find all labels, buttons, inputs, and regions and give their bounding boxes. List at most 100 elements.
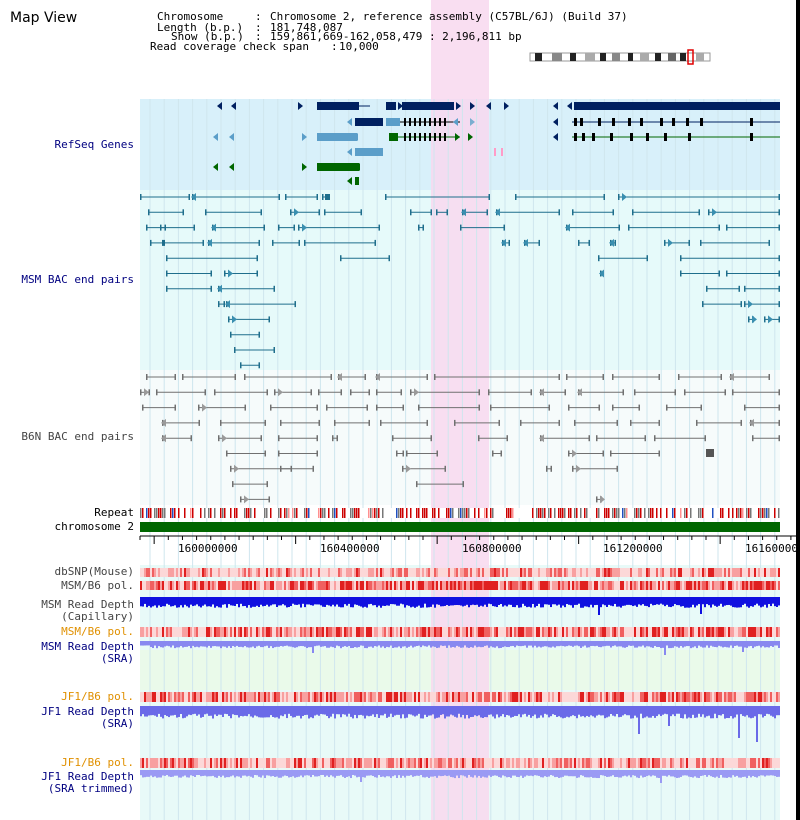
repeat-mark <box>358 508 360 518</box>
polymorphism-mark <box>752 758 754 768</box>
polymorphism-mark <box>216 692 218 702</box>
read-depth-bar <box>266 641 268 646</box>
read-depth-bar <box>320 706 322 714</box>
read-depth-bar <box>514 597 516 608</box>
read-depth-bar <box>740 597 742 608</box>
repeat-mark <box>264 508 266 518</box>
read-depth-bar <box>570 641 572 646</box>
polymorphism-mark <box>720 758 722 768</box>
read-depth-bar <box>184 770 186 776</box>
polymorphism-mark <box>502 692 504 702</box>
polymorphism-mark <box>166 568 168 577</box>
read-depth-bar <box>404 706 406 719</box>
bac-end-mark <box>778 316 780 323</box>
read-depth-bar <box>322 706 324 715</box>
label-refseq-genes[interactable]: RefSeq Genes <box>54 138 134 151</box>
read-depth-bar <box>316 597 318 605</box>
label-msm-bac-end-pairs[interactable]: MSM BAC end pairs <box>21 273 134 286</box>
bac-end-mark <box>416 481 418 488</box>
polymorphism-mark <box>548 758 550 768</box>
polymorphism-mark <box>342 581 344 590</box>
header-show-value: 159,861,669-162,058,479 : 2,196,811 bp <box>270 30 522 43</box>
polymorphism-mark <box>620 568 622 577</box>
read-depth-bar <box>266 770 268 776</box>
read-depth-bar <box>206 641 208 648</box>
polymorphism-mark <box>714 568 716 577</box>
polymorphism-mark <box>314 627 316 637</box>
polymorphism-mark <box>320 581 322 590</box>
read-depth-bar <box>630 597 632 606</box>
read-depth-bar <box>324 706 326 715</box>
polymorphism-mark <box>526 692 528 702</box>
polymorphism-mark <box>360 627 362 637</box>
bac-end-mark <box>264 450 266 457</box>
polymorphism-mark <box>390 568 392 577</box>
polymorphism-mark <box>664 627 666 637</box>
repeat-mark <box>622 508 624 518</box>
read-depth-bar <box>704 706 706 718</box>
polymorphism-mark <box>624 692 626 702</box>
arrow-mark <box>234 464 239 473</box>
polymorphism-mark <box>774 758 776 768</box>
read-depth-bar <box>618 641 620 647</box>
gene-exon <box>686 118 689 126</box>
label-b6n-bac-end-pairs[interactable]: B6N BAC end pairs <box>21 430 134 443</box>
polymorphism-mark <box>314 758 316 768</box>
polymorphism-mark <box>436 758 438 768</box>
read-depth-bar <box>532 706 534 717</box>
read-depth-bar <box>334 706 336 719</box>
polymorphism-mark <box>228 581 230 590</box>
polymorphism-mark <box>414 758 416 768</box>
repeat-mark <box>192 508 194 518</box>
polymorphism-mark <box>284 627 286 637</box>
polymorphism-mark <box>204 692 206 702</box>
polymorphism-mark <box>448 758 450 768</box>
read-depth-bar <box>412 597 414 607</box>
polymorphism-mark <box>532 627 534 637</box>
read-depth-bar <box>674 770 676 778</box>
polymorphism-mark <box>300 627 302 637</box>
read-depth-bar <box>186 597 188 607</box>
polymorphism-mark <box>778 627 780 637</box>
polymorphism-mark <box>432 627 434 637</box>
read-depth-bar <box>406 597 408 606</box>
polymorphism-mark <box>772 568 774 577</box>
read-depth-bar <box>480 706 482 718</box>
bac-end-mark <box>310 389 312 396</box>
read-depth-bar <box>642 641 644 646</box>
polymorphism-mark <box>394 581 396 590</box>
read-depth-bar <box>366 641 368 649</box>
polymorphism-mark <box>274 758 276 768</box>
polymorphism-mark <box>520 692 522 702</box>
polymorphism-mark <box>388 627 390 637</box>
polymorphism-mark <box>516 627 518 637</box>
polymorphism-mark <box>284 568 286 577</box>
polymorphism-mark <box>590 692 592 702</box>
read-depth-bar <box>632 597 634 607</box>
polymorphism-mark <box>322 758 324 768</box>
read-depth-bar <box>612 770 614 776</box>
read-depth-bar <box>756 641 758 647</box>
read-depth-spike <box>668 706 670 726</box>
polymorphism-mark <box>358 627 360 637</box>
read-depth-bar <box>672 706 674 715</box>
polymorphism-mark <box>354 568 356 577</box>
read-depth-bar <box>266 706 268 718</box>
read-depth-bar <box>448 706 450 717</box>
polymorphism-mark <box>396 692 398 702</box>
read-depth-bar <box>230 770 232 777</box>
polymorphism-mark <box>204 581 206 590</box>
polymorphism-mark <box>334 581 336 590</box>
ideogram-position-marker <box>687 49 694 65</box>
read-depth-bar <box>182 770 184 777</box>
polymorphism-mark <box>572 568 574 577</box>
bac-end-mark <box>696 419 698 426</box>
read-depth-bar <box>776 641 778 646</box>
read-depth-bar <box>532 770 534 777</box>
gene-exon <box>429 118 431 126</box>
read-depth-bar <box>650 770 652 777</box>
polymorphism-mark <box>426 758 428 768</box>
polymorphism-mark <box>196 758 198 768</box>
